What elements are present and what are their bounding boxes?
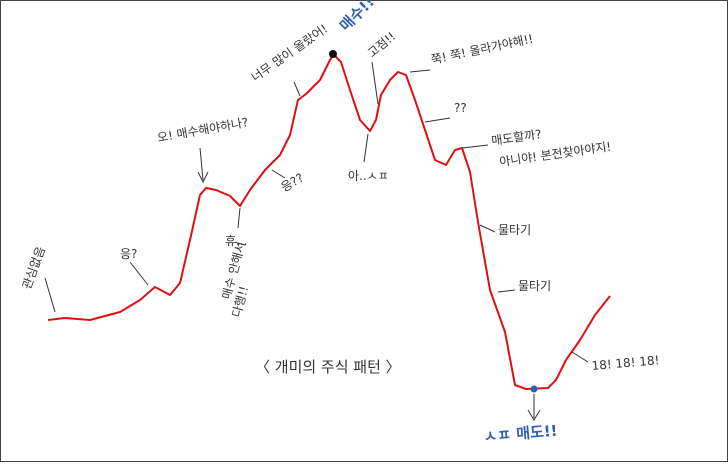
title: 〈 개미의 주식 패턴 〉 xyxy=(255,358,401,376)
price-curve xyxy=(47,53,611,390)
note: 휴... xyxy=(225,234,247,248)
arrows xyxy=(44,61,589,421)
note: 아..ㅅㅍ xyxy=(348,169,389,183)
note: 물타기 xyxy=(498,223,531,237)
note: ?? xyxy=(454,101,467,115)
note: 18! 18! 18! xyxy=(591,353,660,373)
sell-point xyxy=(530,385,538,393)
note: 물타기 xyxy=(518,279,551,293)
buy-point xyxy=(329,50,337,58)
note: 매도할까? xyxy=(490,127,542,148)
note: 응? xyxy=(120,247,137,261)
